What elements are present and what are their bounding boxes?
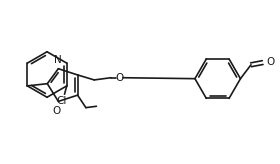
- Text: Cl: Cl: [57, 96, 67, 106]
- Text: O: O: [53, 106, 61, 116]
- Text: O: O: [115, 73, 123, 83]
- Text: N: N: [54, 55, 62, 65]
- Text: O: O: [267, 57, 275, 67]
